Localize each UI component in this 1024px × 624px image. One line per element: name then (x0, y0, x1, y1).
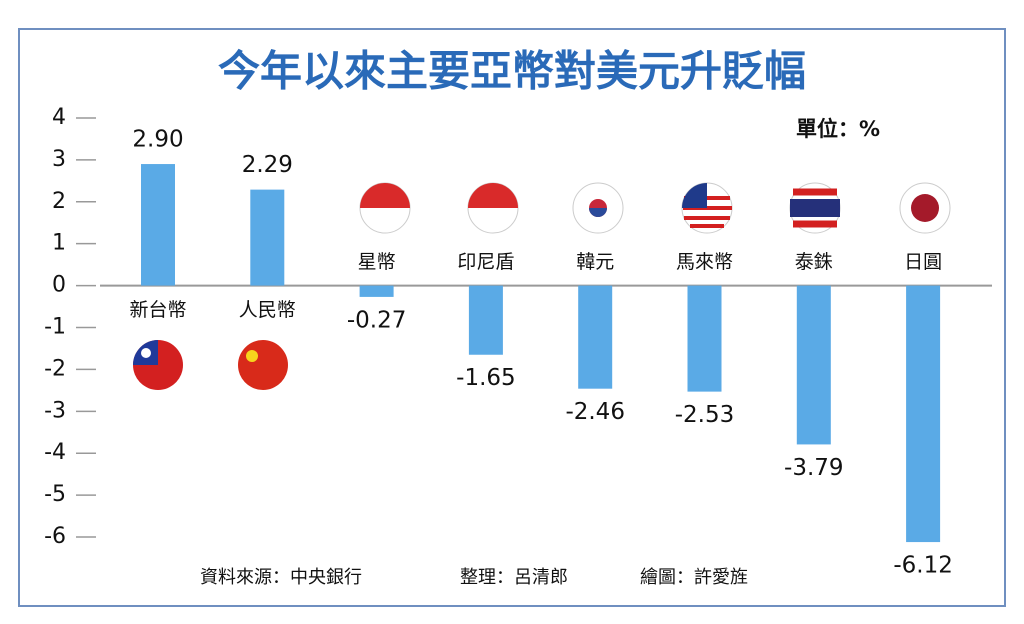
flag-part (790, 199, 840, 217)
category-label: 星幣 (358, 251, 396, 273)
editor-note: 整理：呂清郎 (460, 567, 568, 588)
y-tick-label: -4 (44, 440, 66, 465)
flag-part (246, 350, 258, 362)
value-label: -0.27 (347, 307, 407, 333)
bar (359, 285, 394, 297)
bar (468, 285, 503, 355)
category-label: 馬來幣 (676, 251, 733, 273)
value-label: -3.79 (784, 455, 844, 481)
y-tick-label: -6 (44, 524, 66, 549)
y-tick-label: -5 (44, 482, 66, 507)
category-label: 新台幣 (129, 299, 186, 321)
flag-china (238, 340, 288, 390)
flag-part (468, 183, 518, 208)
category-label: 印尼盾 (457, 251, 514, 273)
source-note: 資料來源：中央銀行 (200, 567, 362, 588)
value-label: -6.12 (893, 553, 953, 579)
bar (578, 285, 613, 389)
artist-note: 繪圖：許愛旌 (640, 567, 748, 588)
flag-part (589, 208, 607, 217)
category-label: 泰銖 (795, 251, 833, 273)
y-tick-label: -2 (44, 356, 66, 381)
bar (250, 189, 285, 286)
y-tick-label: 4 (52, 105, 66, 130)
unit-label: 單位：% (796, 117, 880, 141)
flag-part (141, 348, 151, 358)
flag-part (360, 183, 410, 208)
y-tick-label: -3 (44, 398, 66, 423)
frame (18, 28, 1006, 607)
flag-part (911, 194, 939, 222)
category-label: 韓元 (576, 251, 614, 273)
value-label: -2.53 (675, 402, 735, 428)
flag-part (793, 188, 837, 228)
flag-part (682, 183, 707, 208)
chart-title: 今年以來主要亞幣對美元升貶幅 (218, 47, 806, 96)
flags (133, 182, 951, 390)
y-tick-label: 1 (52, 231, 66, 256)
value-label: -2.46 (565, 399, 625, 425)
y-tick-label: 3 (52, 147, 66, 172)
category-label: 日圓 (904, 251, 942, 273)
y-tick-label: 2 (52, 189, 66, 214)
y-tick-label: -1 (44, 315, 66, 340)
bar (796, 285, 831, 445)
value-label: 2.90 (132, 127, 183, 153)
y-tick-label: 0 (52, 273, 66, 298)
value-label: 2.29 (242, 152, 293, 178)
bar (141, 164, 175, 286)
bar (906, 285, 941, 543)
category-label: 人民幣 (239, 299, 296, 321)
value-label: -1.65 (456, 365, 516, 391)
bar (687, 285, 722, 392)
